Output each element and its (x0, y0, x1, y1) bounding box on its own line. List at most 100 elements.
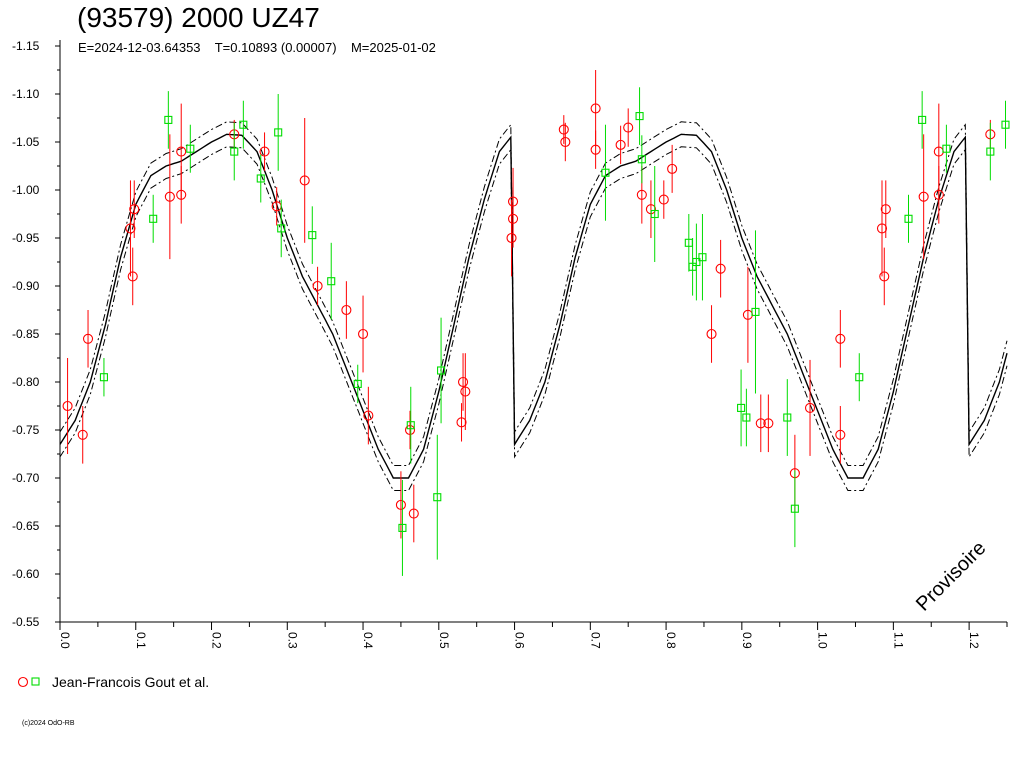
data-point (706, 328, 717, 340)
data-point (560, 136, 571, 148)
data-point (558, 124, 569, 135)
data-point (755, 418, 766, 429)
data-point (363, 410, 374, 421)
data-point (986, 147, 995, 156)
data-point (506, 232, 517, 244)
y-tick-label: -0.85 (12, 327, 40, 341)
data-point (408, 508, 419, 519)
data-point (256, 174, 265, 183)
y-tick-label: -0.70 (12, 471, 40, 485)
data-point (312, 280, 323, 292)
data-point (404, 424, 416, 436)
y-tick-label: -1.05 (12, 135, 40, 149)
data-point (658, 194, 669, 205)
data-point (230, 147, 239, 156)
legend-markers (17, 676, 40, 688)
data-point (804, 402, 816, 413)
data-point (904, 214, 913, 223)
x-tick-label: 0.3 (285, 632, 299, 649)
data-point (149, 214, 158, 223)
data-point (456, 417, 467, 428)
fit-curve (59, 133, 1008, 479)
data-point (751, 307, 760, 316)
y-tick-label: -1.10 (12, 87, 40, 101)
y-tick-label: -1.15 (12, 39, 40, 53)
data-point (127, 271, 138, 282)
data-point (880, 204, 891, 215)
data-point (783, 413, 792, 422)
data-point (341, 304, 352, 316)
data-point (82, 333, 94, 344)
fit-lower-envelope (59, 146, 1008, 491)
y-tick-label: -1.00 (12, 183, 40, 197)
y-tick-label: -0.95 (12, 231, 40, 245)
data-point (357, 328, 369, 340)
copyright-note: (c)2024 OdO-RB (22, 720, 75, 727)
data-point (601, 168, 610, 177)
data-point (186, 144, 195, 153)
data-point (99, 373, 108, 382)
data-point (933, 189, 944, 200)
x-tick-label: 0.1 (134, 632, 148, 649)
data-point (164, 191, 175, 202)
x-tick-label: 0.5 (437, 632, 451, 649)
data-point (274, 128, 283, 137)
data-point (406, 421, 415, 430)
x-tick-label: 0.6 (513, 632, 527, 649)
data-point (259, 146, 270, 157)
data-point (437, 366, 446, 375)
data-point (1001, 120, 1010, 129)
data-point (692, 257, 701, 267)
data-point (942, 144, 951, 153)
data-point (77, 429, 88, 440)
x-tick-label: 0.8 (664, 632, 678, 649)
data-point (433, 493, 442, 502)
data-point (615, 139, 626, 150)
data-point (129, 204, 140, 215)
data-point (835, 333, 846, 344)
data-point (698, 253, 707, 262)
data-point (790, 504, 799, 513)
data-point (590, 103, 601, 114)
data-point (353, 379, 362, 388)
data-point (918, 191, 929, 202)
y-tick-label: -0.80 (12, 375, 40, 389)
data-point (623, 122, 634, 133)
data-point (277, 224, 286, 233)
data-point (876, 223, 888, 234)
data-point (327, 277, 336, 286)
data-point (125, 223, 136, 234)
y-tick-label: -0.75 (12, 423, 40, 437)
data-point (737, 403, 746, 412)
fit-upper-envelope (59, 121, 1008, 466)
chart-title: (93579) 2000 UZ47 (77, 2, 320, 33)
data-point (667, 163, 678, 174)
data-point (395, 499, 406, 510)
y-tick-label: -0.60 (12, 567, 40, 581)
data-point (164, 115, 173, 124)
data-point (855, 373, 864, 382)
chart-subtitle: E=2024-12-03.64353 T=0.10893 (0.00007) M… (78, 40, 436, 55)
x-tick-label: 1.1 (891, 632, 905, 649)
data-point (457, 376, 469, 388)
data-point (715, 263, 726, 274)
data-point (62, 400, 73, 412)
x-tick-label: 0.0 (58, 632, 72, 649)
y-tick-label: -0.90 (12, 279, 40, 293)
data-point (308, 231, 317, 240)
data-point (299, 175, 310, 186)
data-point (635, 112, 644, 121)
x-tick-label: 0.2 (210, 632, 224, 649)
data-point (637, 155, 646, 164)
x-tick-label: 1.0 (816, 632, 830, 649)
data-point (835, 429, 846, 440)
x-tick-label: 0.7 (588, 632, 602, 649)
data-point (239, 120, 248, 129)
data-point (763, 418, 774, 429)
data-point (742, 413, 751, 422)
data-point (590, 144, 601, 155)
x-tick-label: 0.9 (740, 632, 754, 649)
data-point (176, 146, 187, 157)
y-tick-label: -0.55 (12, 615, 40, 629)
